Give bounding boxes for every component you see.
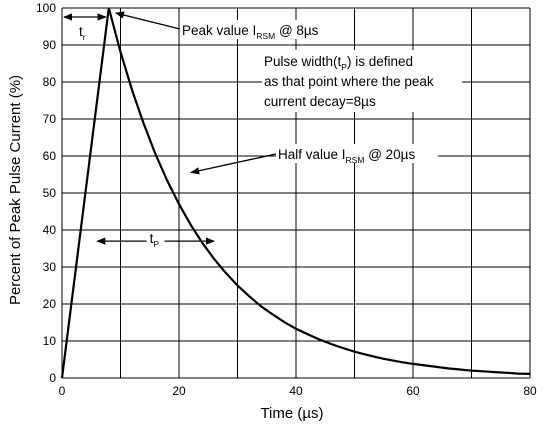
peak-label-bg <box>180 20 326 39</box>
x-axis-title: Time (µs) <box>260 405 323 422</box>
y-tick-label-1: 10 <box>43 334 57 348</box>
peak-label: Peak value IRSM @ 8µs <box>182 23 319 41</box>
y-tick-labels: 0 10 20 30 40 50 60 70 80 90 100 <box>36 1 56 385</box>
x-tick-labels: 0 20 40 60 80 <box>59 384 537 398</box>
y-tick-label-0: 0 <box>49 371 56 385</box>
x-tick-label-1: 20 <box>172 384 186 398</box>
pulse-width-line3: current decay=8µs <box>264 94 376 109</box>
half-label: Half value IRSM @ 20µs <box>278 147 415 165</box>
y-tick-label-4: 40 <box>43 223 57 237</box>
y-tick-label-8: 80 <box>43 75 57 89</box>
pulse-width-line2: as that point where the peak <box>264 74 434 89</box>
annotations: tr Peak value IRSM @ 8µs Pulse width(tP) i… <box>63 11 462 252</box>
y-tick-label-5: 50 <box>43 186 57 200</box>
half-label-bg <box>276 144 438 163</box>
y-tick-label-6: 60 <box>43 149 57 163</box>
peak-arrow <box>114 11 181 30</box>
y-tick-label-10: 100 <box>36 1 56 15</box>
y-tick-label-3: 30 <box>43 260 57 274</box>
pulse-width-bg <box>262 50 462 112</box>
x-tick-label-3: 60 <box>406 384 420 398</box>
y-tick-label-7: 70 <box>43 112 57 126</box>
half-arrow <box>190 153 277 175</box>
x-tick-label-0: 0 <box>59 384 66 398</box>
pulse-width-line1: Pulse width(tP) is defined <box>264 54 413 72</box>
tp-label-bg <box>146 231 165 252</box>
y-tick-label-9: 90 <box>43 38 57 52</box>
x-tick-label-4: 80 <box>523 384 537 398</box>
y-tick-label-2: 20 <box>43 297 57 311</box>
tr-label: tr <box>79 24 86 42</box>
series-line <box>60 7 531 379</box>
x-tick-label-2: 40 <box>289 384 303 398</box>
y-axis-title: Percent of Peak Pulse Current (%) <box>7 75 24 305</box>
tp-label: tP <box>150 231 160 249</box>
